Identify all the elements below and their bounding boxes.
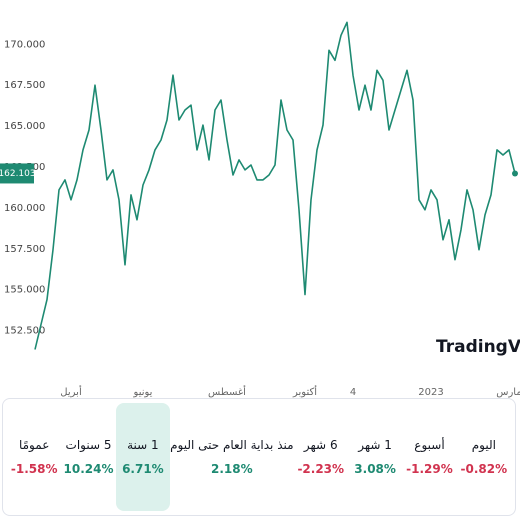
x-tick-label: أغسطس bbox=[208, 385, 246, 398]
price-line bbox=[34, 21, 516, 350]
period-button[interactable]: 1 سنة 6.71% bbox=[115, 403, 171, 511]
y-tick-label: 167.500 bbox=[4, 80, 45, 91]
period-change: -2.23% bbox=[297, 462, 345, 476]
y-tick-label: 155.000 bbox=[4, 285, 45, 296]
period-button[interactable]: 6 شهر -2.23% bbox=[294, 403, 348, 511]
period-button[interactable]: عمومًا -1.58% bbox=[7, 403, 61, 511]
x-tick-label: يونيو bbox=[133, 387, 153, 398]
period-button[interactable]: 5 سنوات 10.24% bbox=[61, 403, 115, 511]
last-point bbox=[512, 170, 518, 177]
x-tick-label: 2023 bbox=[418, 387, 443, 398]
y-tick-label: 170.000 bbox=[4, 39, 45, 50]
x-tick-label: مارس bbox=[496, 387, 520, 398]
period-label: أسبوع bbox=[414, 438, 445, 452]
x-tick-label: 4 bbox=[350, 387, 356, 398]
period-label: 1 شهر bbox=[358, 438, 392, 452]
period-change: 3.08% bbox=[354, 462, 396, 476]
period-button[interactable]: منذ بداية العام حتى اليوم 2.18% bbox=[170, 403, 294, 511]
period-change: -1.29% bbox=[406, 462, 453, 476]
y-tick-label: 157.500 bbox=[4, 244, 45, 255]
period-change: -1.58% bbox=[10, 462, 58, 476]
x-tick-label: أكتوبر bbox=[292, 385, 317, 398]
period-change: 6.71% bbox=[122, 462, 164, 476]
period-label: 5 سنوات bbox=[65, 438, 112, 452]
performance-bar: اليوم -0.82% أسبوع -1.29% 1 شهر 3.08% 6 شهر -2.… bbox=[2, 398, 516, 516]
period-button[interactable]: أسبوع -1.29% bbox=[402, 403, 456, 511]
period-button[interactable]: اليوم -0.82% bbox=[457, 403, 511, 511]
y-tick-label: 160.000 bbox=[4, 203, 45, 214]
price-tag bbox=[0, 163, 34, 184]
price-tag-label: 162.103 bbox=[0, 169, 36, 179]
period-label: اليوم bbox=[471, 438, 496, 452]
period-label: عمومًا bbox=[18, 438, 50, 452]
period-change: 2.18% bbox=[211, 462, 253, 476]
period-label: 6 شهر bbox=[303, 438, 338, 452]
period-change: -0.82% bbox=[460, 462, 508, 476]
x-tick-label: أبريل bbox=[60, 385, 82, 398]
period-change: 10.24% bbox=[63, 462, 114, 476]
chart: TradingView 152.500 155.000 157.500 160.000… bbox=[0, 21, 520, 398]
watermark: TradingView bbox=[436, 337, 520, 357]
period-label: 1 سنة bbox=[127, 438, 159, 452]
period-label: منذ بداية العام حتى اليوم bbox=[170, 438, 294, 452]
y-tick-label: 165.000 bbox=[4, 121, 45, 132]
period-button[interactable]: 1 شهر 3.08% bbox=[348, 403, 402, 511]
y-tick-label: 152.500 bbox=[4, 326, 45, 337]
